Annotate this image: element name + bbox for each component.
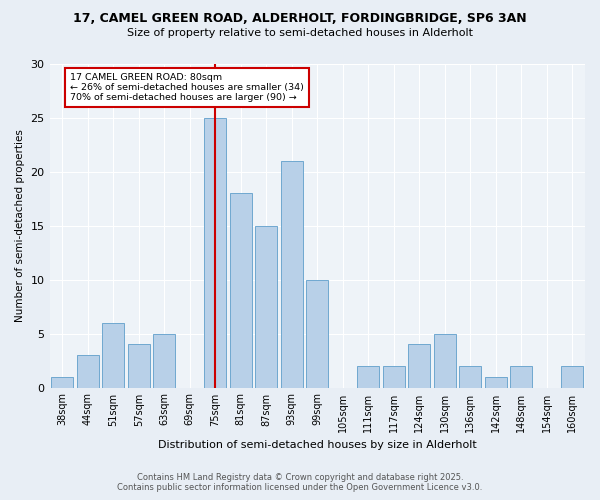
Bar (358, 366, 379, 388)
Text: Size of property relative to semi-detached houses in Alderholt: Size of property relative to semi-detach… (127, 28, 473, 38)
Bar (52, 377, 73, 388)
Bar (154, 334, 175, 388)
Y-axis label: Number of semi-detached properties: Number of semi-detached properties (15, 130, 25, 322)
Bar (103, 323, 124, 388)
Bar (434, 334, 455, 388)
Bar (281, 161, 302, 388)
Text: Contains HM Land Registry data © Crown copyright and database right 2025.
Contai: Contains HM Land Registry data © Crown c… (118, 473, 482, 492)
Text: 17 CAMEL GREEN ROAD: 80sqm
← 26% of semi-detached houses are smaller (34)
70% of: 17 CAMEL GREEN ROAD: 80sqm ← 26% of semi… (70, 72, 304, 102)
Bar (256, 226, 277, 388)
Bar (460, 366, 481, 388)
X-axis label: Distribution of semi-detached houses by size in Alderholt: Distribution of semi-detached houses by … (158, 440, 476, 450)
Bar (383, 366, 404, 388)
Bar (511, 366, 532, 388)
Bar (409, 344, 430, 388)
Bar (562, 366, 583, 388)
Bar (230, 194, 251, 388)
Text: 17, CAMEL GREEN ROAD, ALDERHOLT, FORDINGBRIDGE, SP6 3AN: 17, CAMEL GREEN ROAD, ALDERHOLT, FORDING… (73, 12, 527, 26)
Bar (77, 355, 98, 388)
Bar (307, 280, 328, 388)
Bar (205, 118, 226, 388)
Bar (485, 377, 506, 388)
Bar (128, 344, 149, 388)
